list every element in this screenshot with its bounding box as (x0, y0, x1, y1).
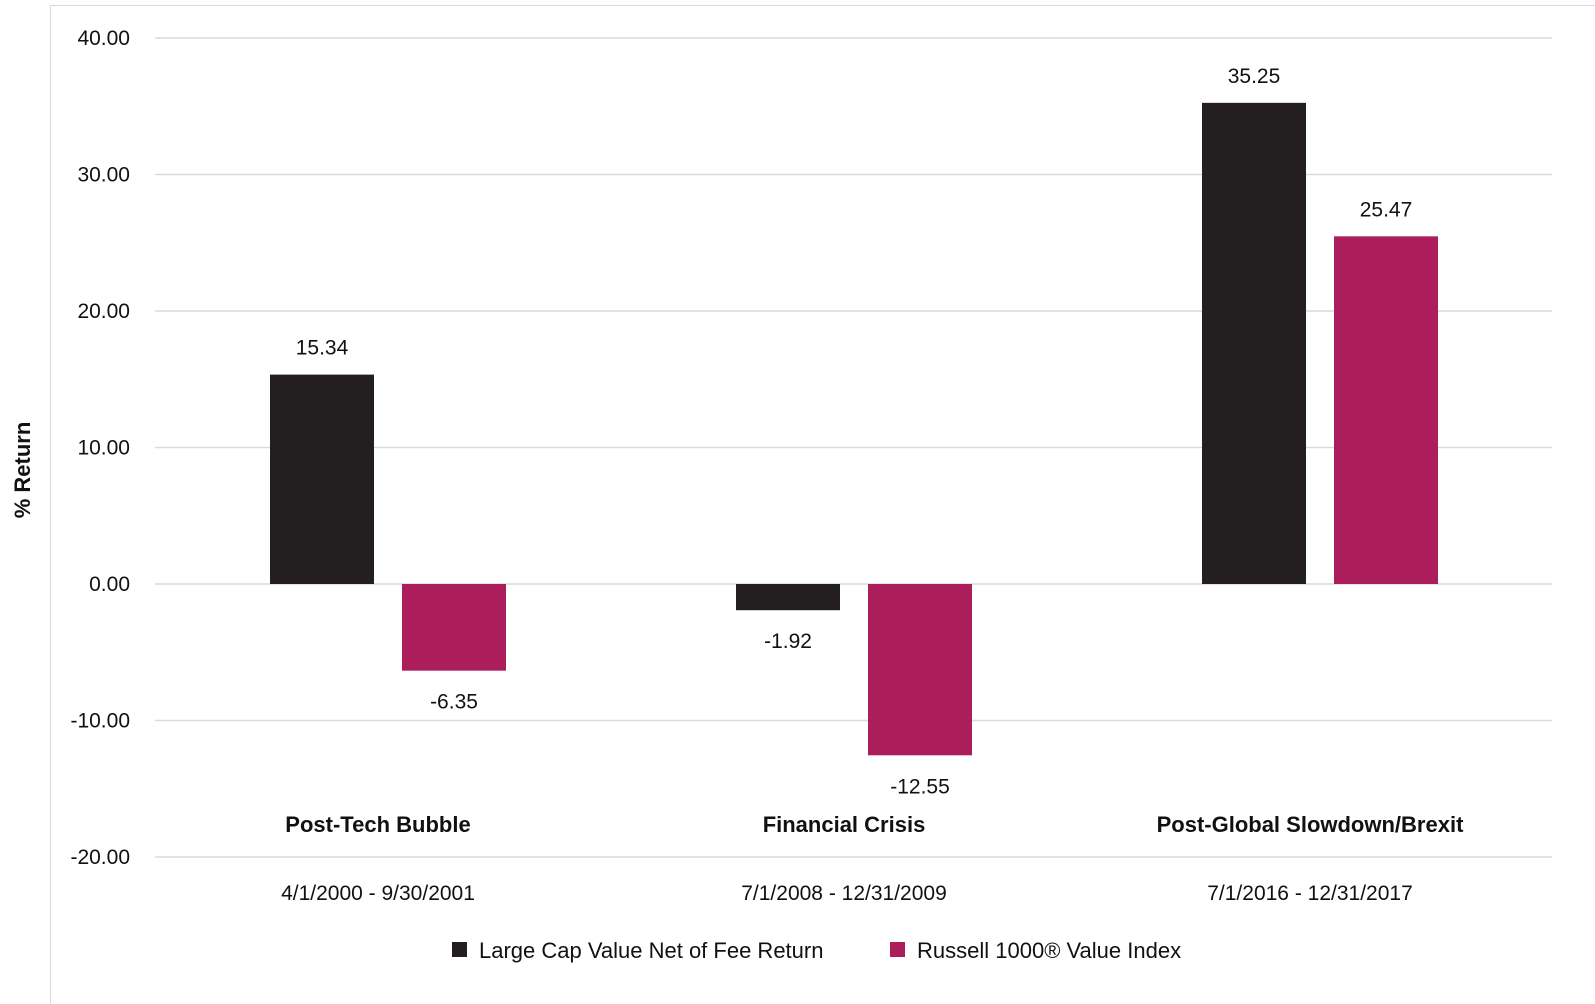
y-axis-label: % Return (10, 422, 35, 519)
y-tick-label: -20.00 (70, 846, 130, 869)
bar-large-cap-value (1202, 102, 1306, 585)
category-label: Financial Crisis (763, 812, 926, 837)
category-label: Post-Global Slowdown/Brexit (1157, 812, 1464, 837)
bar-russell-1000-value (402, 584, 506, 671)
chart-frame (50, 5, 1595, 1004)
date-range-label: 7/1/2008 - 12/31/2009 (741, 882, 947, 905)
legend-swatch (452, 942, 467, 957)
date-range-label: 4/1/2000 - 9/30/2001 (281, 882, 475, 905)
y-tick-label: 40.00 (77, 27, 130, 50)
data-label: -6.35 (430, 691, 478, 714)
bars (270, 102, 1438, 756)
bar-large-cap-value (736, 584, 840, 611)
bar-russell-1000-value (1334, 236, 1438, 584)
gridlines (155, 37, 1552, 858)
y-tick-label: -10.00 (70, 710, 130, 733)
y-tick-label: 10.00 (77, 437, 130, 460)
y-tick-label: 0.00 (89, 573, 130, 596)
category-label: Post-Tech Bubble (285, 812, 470, 837)
data-label: -1.92 (764, 630, 812, 653)
legend: Large Cap Value Net of Fee Return Russell… (452, 938, 1181, 963)
data-label: 15.34 (296, 337, 349, 360)
data-label: -12.55 (890, 775, 950, 798)
legend-swatch (890, 942, 905, 957)
bar-russell-1000-value (868, 584, 972, 756)
y-tick-label: 30.00 (77, 164, 130, 187)
legend-label: Russell 1000® Value Index (917, 938, 1181, 963)
bar-large-cap-value (270, 374, 374, 584)
category-labels: Post-Tech Bubble 4/1/2000 - 9/30/2001 Fina… (281, 812, 1464, 905)
data-labels: 15.34 -1.92 35.25 -6.35 -12.55 25.47 (296, 65, 1413, 798)
legend-label: Large Cap Value Net of Fee Return (479, 938, 823, 963)
y-tick-label: 20.00 (77, 300, 130, 323)
date-range-label: 7/1/2016 - 12/31/2017 (1207, 882, 1413, 905)
data-label: 25.47 (1360, 198, 1413, 221)
data-label: 35.25 (1228, 65, 1281, 88)
y-axis-ticks: 40.00 30.00 20.00 10.00 0.00 -10.00 -20.00 (70, 27, 130, 869)
